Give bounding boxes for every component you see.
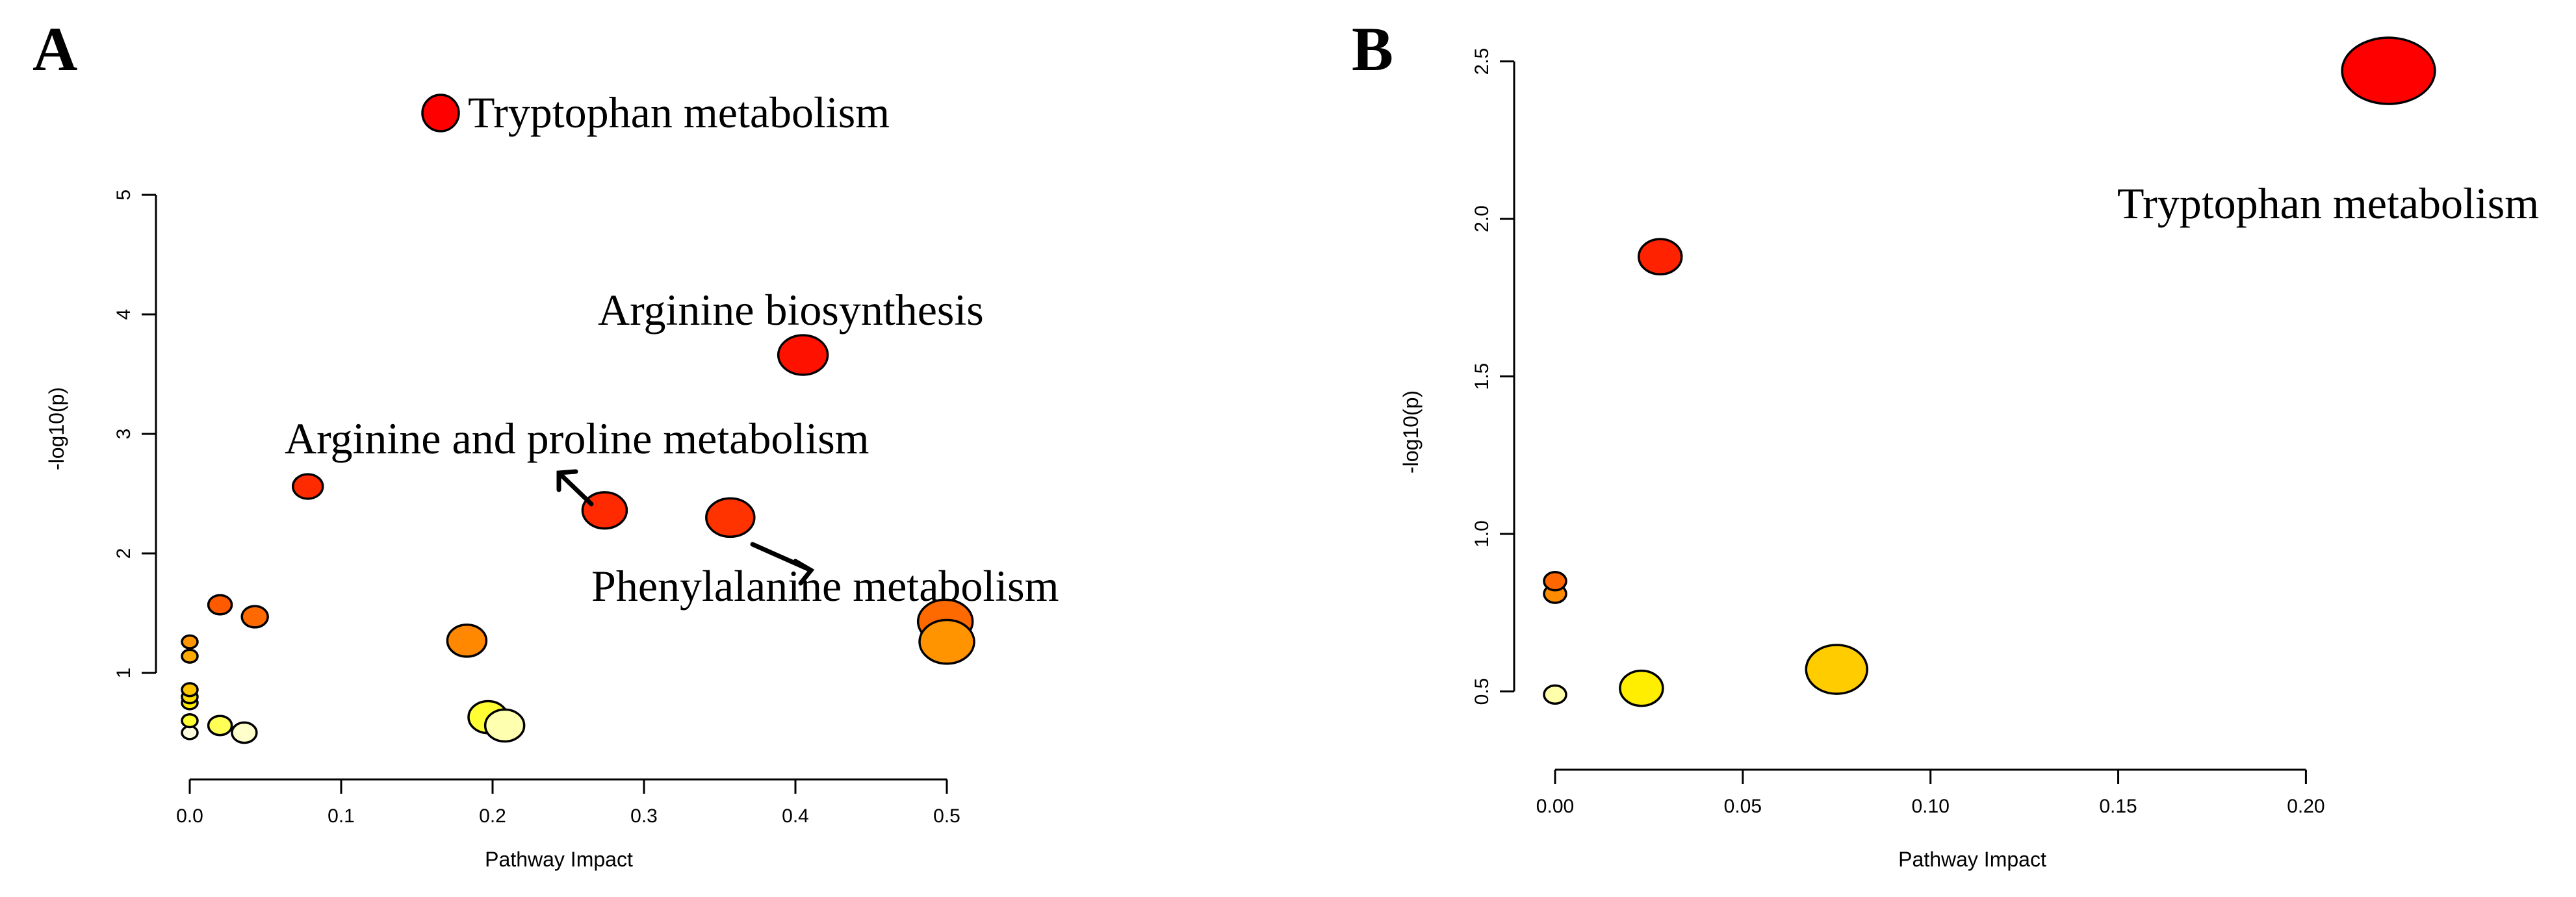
panel-b-label: B xyxy=(1352,14,1393,84)
panel-a-point xyxy=(207,714,233,737)
panel-a-point xyxy=(918,618,975,665)
panel-b-point xyxy=(2341,36,2436,105)
panel-a-point xyxy=(181,713,199,729)
panel-a-x-tick-label: 0.2 xyxy=(479,805,506,827)
panel-b-point xyxy=(1619,669,1664,707)
panel-b-x-tick-label: 0.05 xyxy=(1724,796,1762,817)
panel-a-point xyxy=(231,721,258,744)
panel-a-y-tick-label: 1 xyxy=(113,668,135,679)
panel-a-annotation-arginine-biosynthesis: Arginine biosynthesis xyxy=(598,285,984,335)
panel-a-point xyxy=(705,497,756,538)
panel-a-point xyxy=(483,708,526,743)
panel-a: A 1 2 3 4 5 0.0 0.1 0.2 0.3 0.4 0.5 Pathway Impac… xyxy=(32,14,1059,871)
panel-b-x-tick-label: 0.10 xyxy=(1912,796,1950,817)
panel-b-x-axis-title: Pathway Impact xyxy=(1898,848,2046,871)
panel-b: B 0.5 1.0 1.5 2.0 2.5 0.00 0.05 0.10 0.15 0.20 P… xyxy=(1352,14,2539,871)
panel-a-x-tick-label: 0.5 xyxy=(933,805,960,827)
panel-b-y-tick-label: 2.5 xyxy=(1471,48,1493,75)
panel-a-point xyxy=(207,594,233,616)
panel-a-x-tick-label: 0.3 xyxy=(630,805,658,827)
panel-b-x-tick-label: 0.00 xyxy=(1536,796,1574,817)
panel-a-points xyxy=(181,334,975,744)
panel-b-x-axis: 0.00 0.05 0.10 0.15 0.20 xyxy=(1536,768,2325,817)
panel-a-annotation-phenylalanine: Phenylalanine metabolism xyxy=(591,561,1059,611)
panel-a-point xyxy=(240,605,269,629)
panel-a-x-tick-label: 0.1 xyxy=(328,805,355,827)
panel-a-x-tick-label: 0.4 xyxy=(782,805,809,827)
panel-a-annotation-arginine-proline: Arginine and proline metabolism xyxy=(285,414,869,463)
panel-a-point xyxy=(181,682,199,698)
panel-b-points xyxy=(1543,36,2436,707)
panel-a-point xyxy=(181,648,199,664)
panel-b-point xyxy=(1805,644,1869,695)
panel-a-y-tick-label: 2 xyxy=(113,548,135,559)
panel-a-y-axis: 1 2 3 4 5 xyxy=(113,190,157,679)
panel-b-y-tick-label: 2.0 xyxy=(1471,205,1493,233)
panel-a-x-axis-title: Pathway Impact xyxy=(485,848,633,871)
panel-b-point xyxy=(1543,571,1567,592)
panel-b-x-tick-label: 0.20 xyxy=(2287,796,2325,817)
panel-b-x-tick-label: 0.15 xyxy=(2099,796,2137,817)
panel-a-point xyxy=(291,473,324,500)
panel-a-point xyxy=(581,491,628,530)
panel-b-y-tick-label: 1.5 xyxy=(1471,363,1493,390)
panel-b-point xyxy=(1543,684,1567,705)
panel-a-annotation-tryptophan: Tryptophan metabolism xyxy=(468,88,890,137)
panel-a-x-tick-label: 0.0 xyxy=(176,805,203,827)
panel-b-point xyxy=(1638,238,1683,276)
panel-a-label: A xyxy=(32,14,77,84)
panel-b-y-tick-label: 1.0 xyxy=(1471,520,1493,548)
panel-a-y-tick-label: 5 xyxy=(113,190,135,201)
panel-a-arrow-phenylalanine xyxy=(750,542,815,586)
panel-b-annotation-tryptophan: Tryptophan metabolism xyxy=(2117,179,2539,228)
panel-b-y-axis: 0.5 1.0 1.5 2.0 2.5 xyxy=(1471,48,1515,705)
panel-a-point xyxy=(777,334,829,376)
panel-a-point xyxy=(446,623,488,658)
panel-a-point xyxy=(181,634,199,650)
panel-b-y-tick-label: 0.5 xyxy=(1471,678,1493,705)
panel-a-arrow-arginine-proline xyxy=(556,469,594,507)
panel-a-y-axis-title: -log10(p) xyxy=(45,387,68,470)
panel-a-x-axis: 0.0 0.1 0.2 0.3 0.4 0.5 xyxy=(176,778,960,827)
panel-a-y-tick-label: 3 xyxy=(113,429,135,440)
panel-a-y-tick-label: 4 xyxy=(113,309,135,320)
panel-a-tryptophan-legend-dot xyxy=(421,94,460,133)
panel-b-y-axis-title: -log10(p) xyxy=(1399,390,1423,474)
